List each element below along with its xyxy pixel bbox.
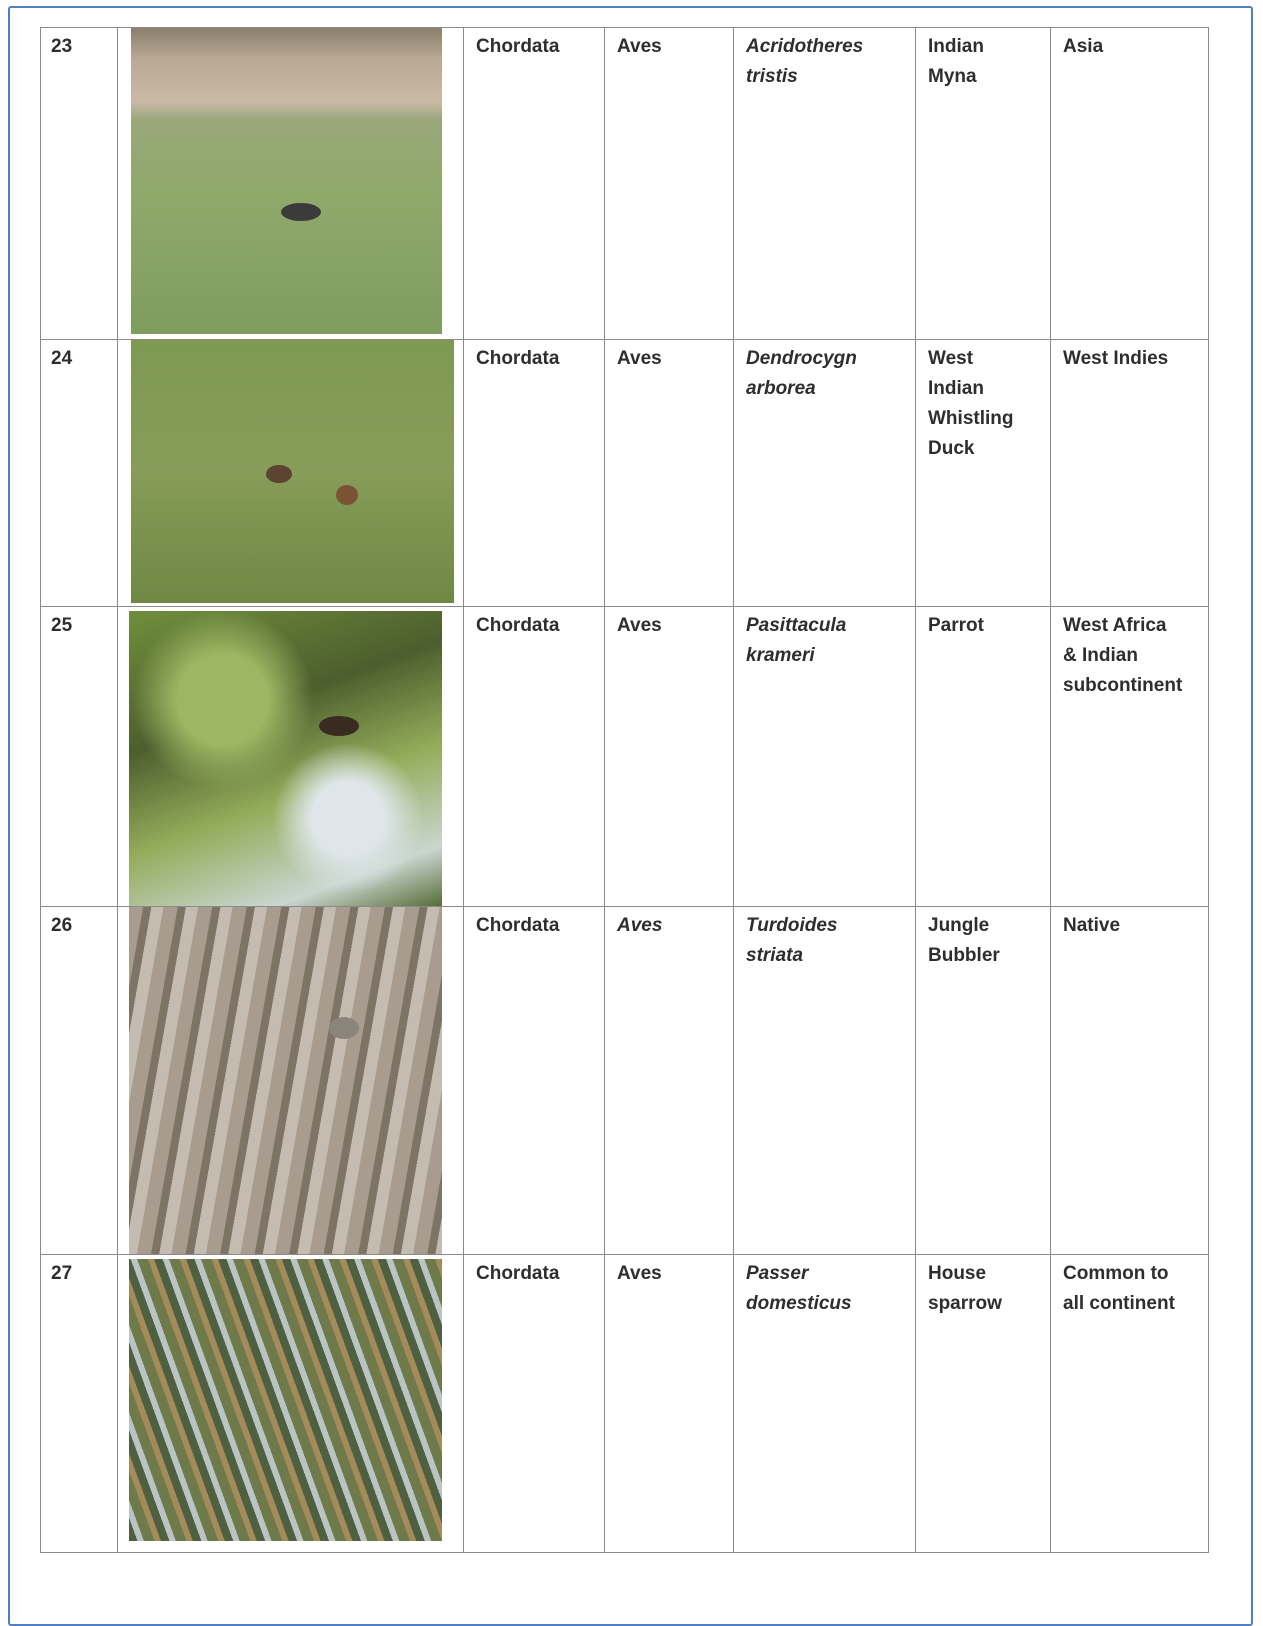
row-number: 26: [40, 906, 118, 1255]
species-line: Acridotheres: [746, 36, 864, 57]
common-name-line: Indian: [928, 36, 984, 57]
table-row: 25 Chordata Aves Pasittacula krameri Parrot We…: [40, 606, 1209, 907]
class: Aves: [604, 339, 734, 607]
species-line: Pasittacula: [746, 615, 847, 636]
distribution-line: all continent: [1063, 1293, 1175, 1314]
species-line: Turdoides: [746, 915, 838, 936]
distribution-line: Native: [1063, 915, 1121, 936]
row-number: 25: [40, 606, 118, 907]
species: Dendrocygn arborea: [733, 339, 916, 607]
common-name: Parrot: [915, 606, 1051, 907]
photo-cell: [117, 906, 464, 1255]
bird: [281, 203, 321, 221]
photo-cell: [117, 1254, 464, 1553]
common-name-line: Bubbler: [928, 945, 1000, 966]
class: Aves: [604, 906, 734, 1255]
common-name-line: House: [928, 1263, 987, 1284]
table-row: 24 Chordata Aves Dendrocygn arborea West India…: [40, 339, 1209, 607]
phylum: Chordata: [463, 906, 605, 1255]
species-line: Dendrocygn: [746, 348, 857, 369]
photo-cell: [117, 606, 464, 907]
distribution: Common to all continent: [1050, 1254, 1209, 1553]
photo: [129, 611, 442, 906]
species: Passer domesticus: [733, 1254, 916, 1553]
common-name-line: Myna: [928, 66, 977, 87]
common-name-line: Parrot: [928, 615, 984, 636]
distribution: Asia: [1050, 27, 1209, 340]
table-row: 26 Chordata Aves Turdoides striata Jungle Bubb…: [40, 906, 1209, 1255]
species-line: tristis: [746, 66, 798, 87]
row-number: 27: [40, 1254, 118, 1553]
common-name: West Indian Whistling Duck: [915, 339, 1051, 607]
photo-cell: [117, 339, 464, 607]
row-number: 24: [40, 339, 118, 607]
species-line: domesticus: [746, 1293, 852, 1314]
species: Acridotheres tristis: [733, 27, 916, 340]
class: Aves: [604, 27, 734, 340]
common-name: Jungle Bubbler: [915, 906, 1051, 1255]
distribution-line: subcontinent: [1063, 675, 1183, 696]
distribution-line: West Africa: [1063, 615, 1167, 636]
photo: [131, 340, 454, 603]
distribution-line: Asia: [1063, 36, 1104, 57]
row-number: 23: [40, 27, 118, 340]
distribution-line: West Indies: [1063, 348, 1169, 369]
common-name-line: West: [928, 348, 974, 369]
phylum: Chordata: [463, 606, 605, 907]
photo: [131, 28, 442, 334]
bird: [266, 465, 292, 483]
table-row: 23 Chordata Aves Acridotheres tristis Indian M…: [40, 27, 1209, 340]
photo-cell: [117, 27, 464, 340]
phylum: Chordata: [463, 339, 605, 607]
common-name-line: Duck: [928, 438, 975, 459]
table-body: 23 Chordata Aves Acridotheres tristis Indian M…: [40, 27, 1209, 1553]
phylum: Chordata: [463, 27, 605, 340]
class: Aves: [604, 606, 734, 907]
bird: [336, 485, 358, 505]
common-name: Indian Myna: [915, 27, 1051, 340]
bird: [319, 716, 359, 736]
phylum: Chordata: [463, 1254, 605, 1553]
photo: [129, 907, 442, 1254]
photo: [129, 1259, 442, 1541]
species-line: arborea: [746, 378, 816, 399]
species-line: Passer: [746, 1263, 809, 1284]
species: Pasittacula krameri: [733, 606, 916, 907]
table-row: 27 Chordata Aves Passer domesticus House sparr…: [40, 1254, 1209, 1553]
species-line: krameri: [746, 645, 815, 666]
common-name-line: sparrow: [928, 1293, 1002, 1314]
common-name-line: Indian: [928, 378, 984, 399]
distribution-line: Common to: [1063, 1263, 1169, 1284]
species: Turdoides striata: [733, 906, 916, 1255]
common-name-line: Whistling: [928, 408, 1014, 429]
common-name: House sparrow: [915, 1254, 1051, 1553]
distribution: Native: [1050, 906, 1209, 1255]
distribution: West Africa & Indian subcontinent: [1050, 606, 1209, 907]
common-name-line: Jungle: [928, 915, 990, 936]
distribution: West Indies: [1050, 339, 1209, 607]
species-table: 23 Chordata Aves Acridotheres tristis Indian M…: [40, 27, 1209, 1553]
distribution-line: & Indian: [1063, 645, 1138, 666]
bird: [329, 1017, 359, 1039]
class: Aves: [604, 1254, 734, 1553]
species-line: striata: [746, 945, 804, 966]
